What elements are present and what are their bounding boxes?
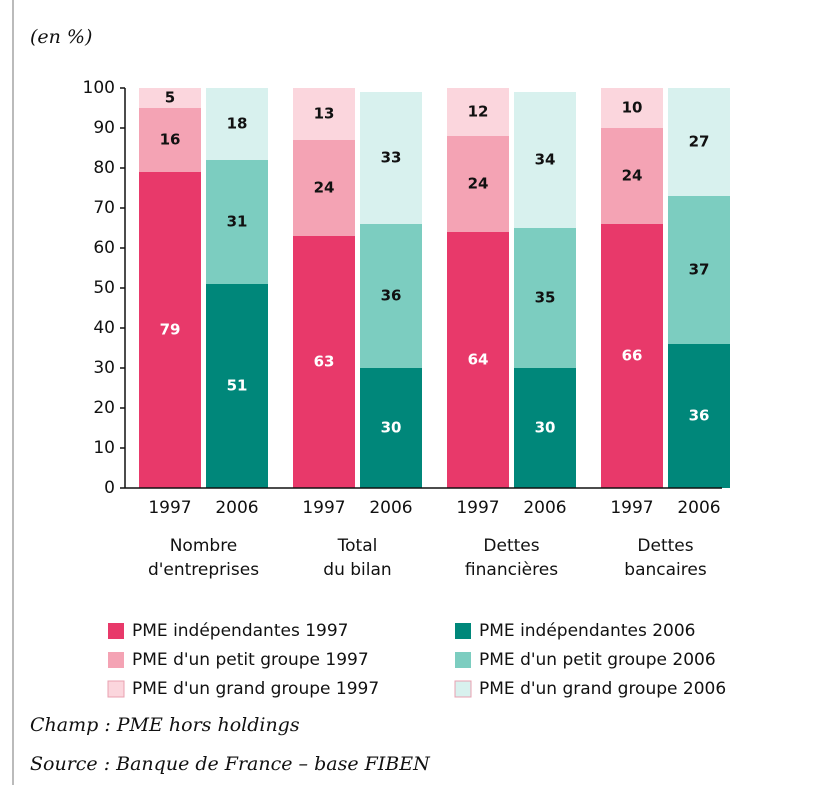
data-label: 35 <box>535 289 556 307</box>
bar-segment <box>206 284 268 488</box>
legend-swatch <box>455 652 471 668</box>
y-tick-label: 20 <box>93 398 115 418</box>
legend-label: PME d'un grand groupe 2006 <box>479 679 726 699</box>
data-label: 24 <box>314 179 335 197</box>
y-tick-label: 0 <box>104 478 115 498</box>
y-tick-label: 50 <box>93 278 115 298</box>
bar-segment <box>447 232 509 488</box>
y-tick-label: 90 <box>93 118 115 138</box>
data-label: 64 <box>468 351 489 369</box>
bar-segment <box>293 88 355 140</box>
bar-segment <box>514 92 576 228</box>
bar-segment <box>601 128 663 224</box>
data-label: 30 <box>381 419 402 437</box>
data-label: 79 <box>160 321 181 339</box>
legend-swatch <box>108 652 124 668</box>
bar-segment <box>293 140 355 236</box>
bar-segment <box>514 228 576 368</box>
data-label: 24 <box>468 175 489 193</box>
data-label: 30 <box>535 419 556 437</box>
bar-segment <box>139 108 201 172</box>
data-label: 10 <box>622 99 643 117</box>
legend-label: PME indépendantes 1997 <box>132 621 348 641</box>
data-label: 63 <box>314 353 335 371</box>
y-tick-label: 70 <box>93 198 115 218</box>
group-label: Nombre <box>170 536 238 556</box>
bar-segment <box>668 344 730 488</box>
legend-label: PME d'un petit groupe 2006 <box>479 650 716 670</box>
group-label: d'entreprises <box>148 560 259 580</box>
x-tick-label: 1997 <box>302 498 345 518</box>
bar-segment <box>601 88 663 128</box>
legend-label: PME indépendantes 2006 <box>479 621 695 641</box>
data-label: 27 <box>689 133 710 151</box>
x-tick-label: 2006 <box>369 498 412 518</box>
legend-swatch <box>454 680 472 698</box>
x-tick-label: 2006 <box>523 498 566 518</box>
bar-segment <box>139 88 201 108</box>
data-label: 34 <box>535 151 556 169</box>
note: Source : Banque de France – base FIBEN <box>30 753 431 775</box>
data-label: 66 <box>622 347 643 365</box>
bar-segment <box>206 88 268 160</box>
legend-label: PME d'un petit groupe 1997 <box>132 650 369 670</box>
data-label: 51 <box>227 377 248 395</box>
note: Champ : PME hors holdings <box>30 714 300 736</box>
y-tick-label: 30 <box>93 358 115 378</box>
y-axis-unit: (en %) <box>30 26 92 48</box>
group-label: Total <box>337 536 378 556</box>
y-tick-label: 100 <box>83 78 115 98</box>
bar-segment <box>293 236 355 488</box>
legend-swatch <box>107 680 125 698</box>
data-label: 33 <box>381 149 402 167</box>
bar-segment <box>206 160 268 284</box>
x-tick-label: 1997 <box>456 498 499 518</box>
data-label: 24 <box>622 167 643 185</box>
data-label: 37 <box>689 261 710 279</box>
x-tick-label: 2006 <box>677 498 720 518</box>
y-tick-label: 10 <box>93 438 115 458</box>
data-label: 13 <box>314 105 335 123</box>
group-label: Dettes <box>483 536 539 556</box>
data-label: 18 <box>227 115 248 133</box>
bar-segment <box>447 136 509 232</box>
data-label: 12 <box>468 103 489 121</box>
group-label: Dettes <box>637 536 693 556</box>
bar-segment <box>668 88 730 196</box>
data-label: 36 <box>381 287 402 305</box>
bar-segment <box>668 196 730 344</box>
x-tick-label: 1997 <box>148 498 191 518</box>
bar-segment <box>360 224 422 368</box>
y-tick-label: 40 <box>93 318 115 338</box>
y-tick-label: 80 <box>93 158 115 178</box>
bar-segment <box>360 92 422 224</box>
x-tick-label: 1997 <box>610 498 653 518</box>
data-label: 5 <box>165 89 175 107</box>
data-label: 36 <box>689 407 710 425</box>
group-label: du bilan <box>323 560 391 580</box>
x-tick-label: 2006 <box>215 498 258 518</box>
legend-swatch <box>108 623 124 639</box>
legend-label: PME d'un grand groupe 1997 <box>132 679 379 699</box>
bar-segment <box>360 368 422 488</box>
y-tick-label: 60 <box>93 238 115 258</box>
group-label: bancaires <box>624 560 707 580</box>
legend-swatch <box>455 623 471 639</box>
data-label: 16 <box>160 131 181 149</box>
data-label: 31 <box>227 213 248 231</box>
bar-segment <box>139 172 201 488</box>
bar-segment <box>514 368 576 488</box>
bar-segment <box>601 224 663 488</box>
bar-segment <box>447 88 509 136</box>
group-label: financières <box>465 560 558 580</box>
